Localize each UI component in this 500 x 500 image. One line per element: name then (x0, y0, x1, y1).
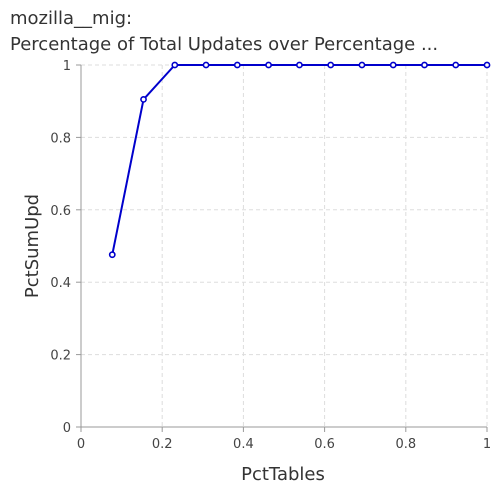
grid-layer (80, 64, 488, 428)
x-tick-label: 0.6 (314, 437, 335, 452)
data-point (421, 61, 428, 69)
y-tick-label: 0.6 (50, 204, 71, 219)
x-tick-label: 0.2 (152, 437, 173, 452)
data-point (389, 61, 397, 69)
x-tick-label: 0.8 (395, 437, 416, 452)
y-tick-label: 0.8 (50, 131, 71, 146)
data-point (296, 61, 303, 69)
y-axis-title: PctSumUpd (22, 194, 43, 298)
data-point (452, 61, 460, 69)
data-point (171, 61, 179, 69)
x-axis-title: PctTables (241, 464, 325, 485)
axis-layer: 0 0.2 0.4 0.6 0.8 1 0 0.2 0.4 0.6 0.8 1 (50, 59, 491, 452)
series-layer (108, 61, 491, 259)
chart-title: mozilla__mig: Percentage of Total Update… (10, 6, 495, 58)
data-point (202, 61, 210, 69)
data-point (265, 61, 272, 69)
y-tick-label: 1 (63, 59, 71, 74)
series-line (111, 64, 487, 255)
x-tick-label: 0 (77, 437, 85, 452)
y-tick-label: 0.2 (50, 349, 71, 364)
data-point (140, 95, 147, 103)
y-tick-label: 0 (63, 421, 71, 436)
chart-title-line-1: mozilla__mig: (10, 8, 133, 29)
data-point (233, 61, 241, 69)
y-tick-label: 0.4 (50, 276, 71, 291)
x-tick-label: 1 (483, 437, 491, 452)
chart-title-line-2: Percentage of Total Updates over Percent… (10, 34, 439, 55)
data-point (483, 61, 491, 69)
data-point (108, 251, 116, 259)
x-tick-label: 0.4 (233, 437, 254, 452)
data-point (327, 61, 335, 69)
data-point (358, 61, 366, 69)
